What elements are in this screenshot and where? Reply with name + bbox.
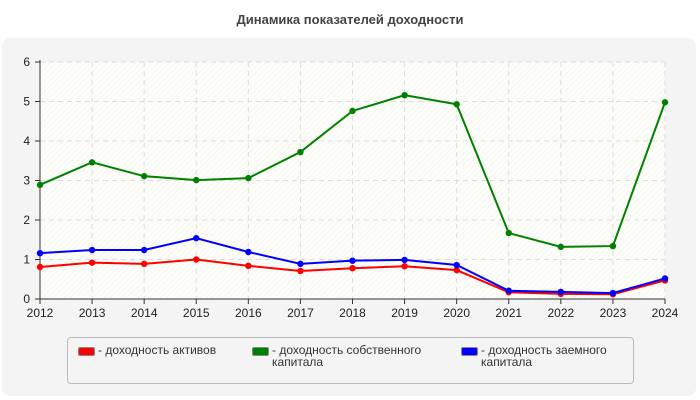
data-point-2	[297, 260, 304, 268]
x-tick-label: 2014	[131, 306, 158, 320]
data-point-0	[88, 259, 96, 266]
x-tick-label: 2012	[27, 306, 54, 320]
data-point-0	[193, 256, 200, 263]
data-point-1	[661, 99, 669, 106]
legend-item-equity: - доходность собственного капитала	[252, 344, 442, 368]
x-tick-label: 2024	[652, 306, 679, 320]
data-point-0	[453, 266, 460, 274]
data-point-1	[245, 174, 252, 182]
data-point-1	[140, 172, 148, 180]
data-point-0	[401, 263, 408, 270]
data-point-1	[609, 242, 617, 250]
data-point-2	[349, 257, 356, 264]
y-tick-label: 2	[23, 213, 30, 227]
data-point-1	[193, 176, 200, 184]
data-point-1	[401, 91, 408, 99]
x-tick-label: 2017	[287, 306, 314, 320]
y-tick-label: 6	[23, 55, 30, 69]
data-point-1	[557, 243, 565, 251]
data-point-2	[88, 246, 96, 254]
x-tick-label: 2021	[495, 306, 522, 320]
data-point-2	[505, 287, 512, 294]
y-tick-label: 4	[23, 134, 30, 148]
legend-item-debt: - доходность заемного капитала	[461, 344, 626, 368]
y-tick-label: 3	[23, 174, 30, 188]
x-tick-label: 2022	[547, 306, 574, 320]
legend-label: - доходность активов	[98, 343, 217, 357]
data-point-0	[140, 260, 148, 268]
data-point-2	[36, 249, 44, 257]
data-point-1	[297, 148, 304, 156]
data-point-2	[609, 289, 617, 297]
x-tick-label: 2020	[443, 306, 470, 320]
legend-swatch	[461, 347, 478, 356]
x-tick-label: 2013	[79, 306, 106, 320]
data-point-2	[661, 275, 669, 282]
data-point-1	[453, 101, 460, 108]
y-tick-label: 1	[23, 253, 30, 267]
legend: - доходность активов - доходность собств…	[67, 337, 634, 384]
x-tick-label: 2019	[391, 306, 418, 320]
data-point-1	[505, 229, 512, 237]
y-tick-label: 0	[23, 292, 30, 306]
data-point-1	[88, 159, 96, 166]
data-point-1	[36, 181, 44, 189]
x-tick-label: 2018	[339, 306, 366, 320]
data-point-0	[349, 264, 356, 272]
x-tick-label: 2016	[235, 306, 262, 320]
data-point-2	[245, 248, 252, 256]
data-point-2	[193, 234, 200, 242]
x-tick-label: 2015	[183, 306, 210, 320]
legend-label: - доходность заемного капитала	[481, 343, 607, 369]
legend-label: - доходность собственного капитала	[272, 343, 422, 369]
data-point-2	[401, 256, 408, 264]
data-point-1	[349, 107, 356, 115]
x-tick-label: 2023	[600, 306, 627, 320]
legend-swatch	[78, 347, 95, 356]
data-point-0	[36, 263, 44, 271]
legend-swatch	[252, 347, 269, 356]
y-tick-label: 5	[23, 95, 30, 109]
data-point-2	[557, 288, 565, 296]
data-point-2	[453, 261, 460, 269]
data-point-0	[245, 262, 252, 270]
legend-item-assets: - доходность активов	[78, 344, 216, 356]
data-point-2	[140, 246, 148, 254]
chart-title: Динамика показателей доходности	[236, 12, 464, 27]
data-point-0	[297, 267, 304, 275]
